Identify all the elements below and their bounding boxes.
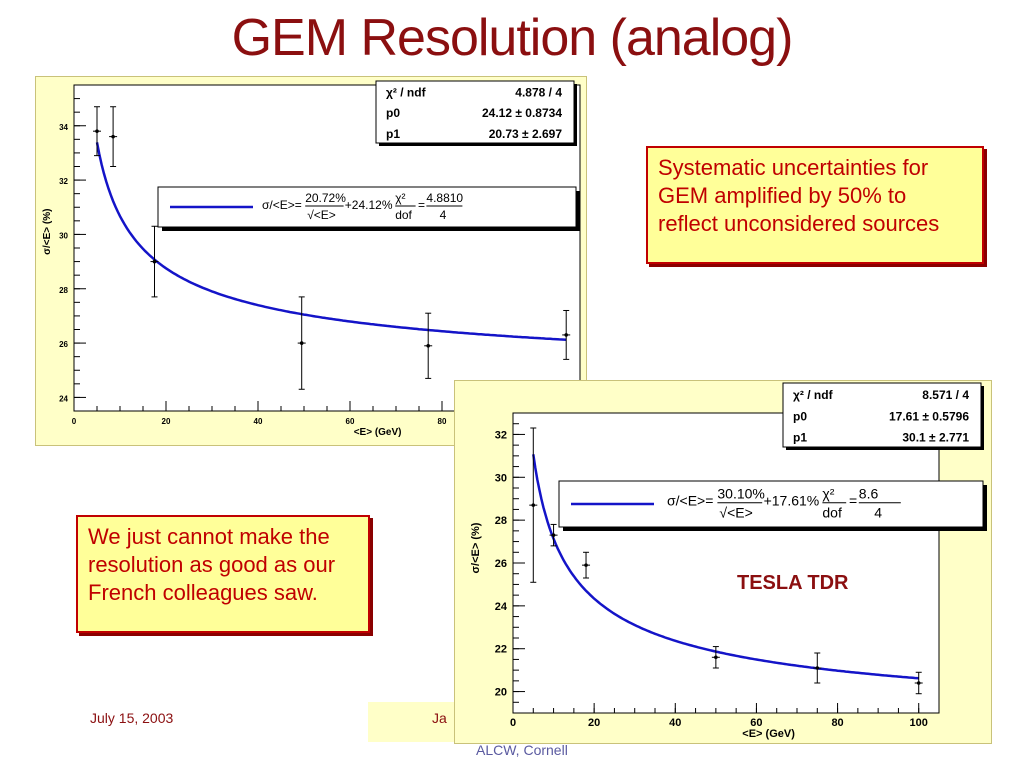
x-tick-label: 100 [910, 717, 928, 729]
x-tick-label: 80 [438, 417, 447, 426]
data-point [531, 503, 536, 507]
x-axis-label: <E> (GeV) [742, 728, 795, 740]
stats-key: p0 [793, 409, 807, 423]
y-tick-label: 26 [495, 558, 507, 570]
x-tick-label: 40 [669, 717, 681, 729]
legend-lhs: σ/<E>= [262, 198, 302, 212]
y-axis-label: σ/<E> (%) [470, 522, 482, 573]
y-tick-label: 26 [59, 340, 68, 349]
footer-author: Ja [432, 710, 447, 726]
stats-key: p0 [386, 106, 400, 120]
data-point [551, 533, 556, 537]
data-point [426, 344, 431, 348]
legend-chi-value: 8.6 [859, 486, 879, 502]
y-tick-label: 32 [495, 429, 507, 441]
french-note: We just cannot make the resolution as go… [76, 515, 370, 633]
x-tick-label: 20 [588, 717, 600, 729]
y-tick-label: 30 [495, 472, 507, 484]
y-tick-label: 34 [59, 123, 68, 132]
footer-venue: ALCW, Cornell [476, 742, 568, 758]
stats-key: p1 [793, 431, 807, 445]
legend-lhs: σ/<E>= [667, 493, 713, 509]
footer-author-box: Ja [368, 702, 468, 742]
x-tick-label: 60 [346, 417, 355, 426]
x-tick-label: 0 [72, 417, 77, 426]
stats-box [375, 80, 575, 144]
stats-value: 20.73 ± 2.697 [489, 127, 563, 141]
stats-box [782, 382, 982, 448]
y-tick-label: 28 [59, 286, 68, 295]
legend-ndf: 4 [440, 208, 447, 222]
tesla-plot-panel: 0 20 40 60 80 100 20 22 24 26 28 30 32 <E> (GeV) σ/<E>… [454, 380, 992, 744]
french-note-text: We just cannot make the resolution as go… [88, 524, 336, 605]
x-tick-label: 80 [831, 717, 843, 729]
x-tick-label: 20 [162, 417, 171, 426]
data-point [152, 259, 157, 264]
x-tick-label: 0 [510, 717, 516, 729]
chart-label: TESLA TDR [737, 572, 849, 594]
x-tick-label: 60 [750, 717, 762, 729]
fit-curve [532, 454, 919, 680]
plot-area [512, 412, 940, 714]
fit-curve [95, 142, 567, 341]
systematic-note-text: Systematic uncertainties for GEM amplifi… [658, 155, 940, 236]
data-point [584, 563, 588, 567]
slide-title: GEM Resolution (analog) [231, 9, 794, 67]
tesla-plot: 0 20 40 60 80 100 20 22 24 26 28 30 32 <E> (GeV) σ/<E>… [470, 382, 987, 740]
legend-chi: χ² [395, 191, 405, 205]
legend-chi-value: 4.8810 [426, 191, 463, 205]
y-axis-label: σ/<E> (%) [42, 209, 53, 255]
y-tick-label: 24 [495, 601, 508, 613]
stats-key: χ² / ndf [386, 86, 427, 100]
data-point [95, 129, 99, 133]
stats-value: 17.61 ± 0.5796 [889, 409, 969, 423]
legend-eq: = [418, 198, 425, 212]
stats-key: χ² / ndf [793, 388, 834, 402]
y-tick-label: 32 [59, 177, 68, 186]
legend-denominator: √<E> [719, 505, 752, 521]
x-axis-label: <E> (GeV) [354, 427, 402, 438]
legend-chi: χ² [822, 486, 834, 502]
y-tick-label: 24 [59, 394, 68, 403]
stats-key: p1 [386, 127, 400, 141]
y-tick-label: 20 [495, 687, 507, 699]
y-tick-label: 30 [59, 231, 68, 240]
y-tick-label: 22 [495, 644, 507, 656]
data-point [714, 655, 718, 660]
legend-constant: +17.61% [764, 493, 820, 509]
legend-numerator: 30.10% [717, 486, 764, 502]
footer-date: July 15, 2003 [90, 710, 174, 726]
y-tick-label: 28 [495, 515, 507, 527]
legend-ndf: 4 [874, 505, 882, 521]
stats-value: 8.571 / 4 [922, 388, 969, 402]
stats-value: 4.878 / 4 [515, 86, 562, 100]
systematic-note: Systematic uncertainties for GEM amplifi… [646, 146, 984, 264]
legend-eq: = [849, 493, 857, 509]
legend-dof: dof [822, 505, 842, 521]
stats-value: 24.12 ± 0.8734 [482, 106, 562, 120]
stats-value: 30.1 ± 2.771 [902, 431, 969, 445]
data-point [299, 341, 304, 345]
data-point [916, 681, 921, 685]
legend-numerator: 20.72% [305, 191, 346, 205]
data-point [815, 666, 820, 670]
legend-constant: +24.12% [345, 198, 393, 212]
legend-denominator: √<E> [307, 208, 336, 222]
x-tick-label: 40 [254, 417, 263, 426]
legend-dof: dof [395, 208, 412, 222]
data-point [564, 333, 568, 337]
data-point [111, 134, 115, 139]
